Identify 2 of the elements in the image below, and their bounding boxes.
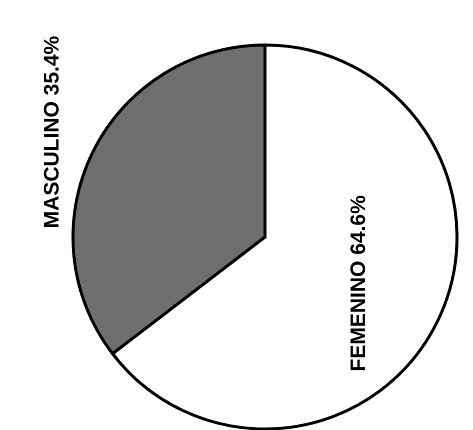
slice-label: FEMENINO 64.6% [346, 194, 370, 372]
slice-label: MASCULINO 35.4% [40, 35, 64, 228]
